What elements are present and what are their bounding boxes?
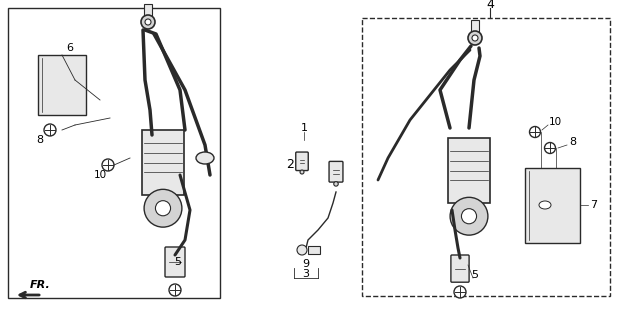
Text: FR.: FR. — [30, 280, 51, 290]
Bar — [8, 8, 220, 298]
Text: 1: 1 — [300, 123, 308, 133]
Text: 10: 10 — [548, 117, 562, 127]
Text: 9: 9 — [302, 259, 310, 269]
Bar — [308, 246, 320, 254]
Text: 7: 7 — [590, 200, 598, 210]
Circle shape — [544, 142, 556, 154]
Circle shape — [297, 245, 307, 255]
Text: 5: 5 — [472, 270, 478, 280]
Text: 4: 4 — [486, 0, 494, 12]
Text: 8: 8 — [569, 137, 577, 147]
Circle shape — [141, 15, 155, 29]
Text: 10: 10 — [93, 170, 106, 180]
Text: 5: 5 — [174, 257, 182, 267]
Bar — [471, 20, 479, 32]
Bar — [142, 130, 184, 195]
Text: 3: 3 — [302, 269, 310, 279]
Ellipse shape — [196, 152, 214, 164]
Circle shape — [454, 286, 466, 298]
FancyBboxPatch shape — [451, 255, 469, 282]
Circle shape — [462, 209, 476, 224]
Circle shape — [472, 35, 478, 41]
Circle shape — [144, 189, 182, 227]
Bar — [362, 18, 610, 296]
Circle shape — [530, 126, 541, 138]
Bar — [525, 168, 580, 243]
Circle shape — [145, 19, 151, 25]
Bar — [144, 4, 152, 16]
FancyBboxPatch shape — [165, 247, 185, 277]
FancyBboxPatch shape — [329, 161, 343, 182]
FancyBboxPatch shape — [296, 152, 308, 171]
Circle shape — [169, 284, 181, 296]
Circle shape — [156, 201, 171, 216]
Ellipse shape — [539, 201, 551, 209]
Text: 6: 6 — [67, 43, 74, 53]
Bar — [448, 138, 490, 203]
Circle shape — [450, 197, 488, 235]
Text: 8: 8 — [36, 135, 43, 145]
Circle shape — [300, 170, 304, 174]
Circle shape — [334, 182, 338, 186]
Bar — [38, 55, 86, 115]
Circle shape — [44, 124, 56, 136]
Circle shape — [102, 159, 114, 171]
Text: 2: 2 — [286, 158, 294, 172]
Circle shape — [468, 31, 482, 45]
